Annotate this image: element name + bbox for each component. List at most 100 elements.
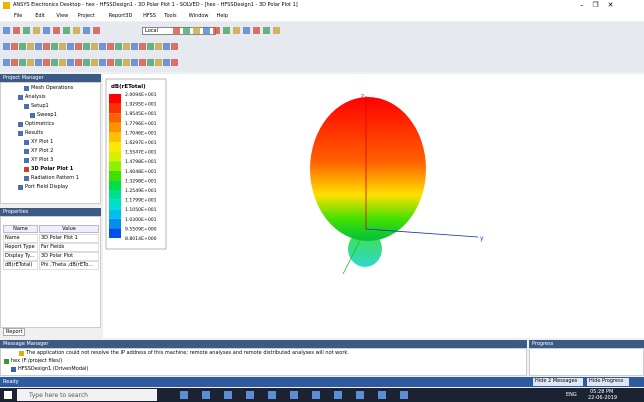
tree-item[interactable]: Analysis bbox=[25, 94, 46, 100]
search-box[interactable]: Type here to search bbox=[17, 389, 157, 401]
toolbar-button[interactable] bbox=[107, 59, 114, 66]
tree-icon bbox=[18, 122, 23, 127]
menu-item[interactable]: Edit bbox=[35, 13, 45, 19]
tree-item[interactable]: Optimetrics bbox=[25, 121, 55, 127]
toolbar-button[interactable] bbox=[19, 59, 26, 66]
toolbar-button[interactable] bbox=[75, 59, 82, 66]
toolbar-button[interactable] bbox=[75, 43, 82, 50]
toolbar-button[interactable] bbox=[27, 43, 34, 50]
toolbar-button[interactable] bbox=[83, 43, 90, 50]
toolbar-button[interactable] bbox=[3, 27, 10, 34]
tree-icon bbox=[24, 167, 29, 172]
status-button[interactable]: Hide Progress bbox=[587, 378, 629, 386]
tree-item[interactable]: Sweep1 bbox=[37, 112, 57, 118]
clock-date[interactable]: 22-06-2019 bbox=[588, 395, 618, 401]
toolbar-button[interactable] bbox=[3, 59, 10, 66]
tree-item[interactable]: XY Plot 2 bbox=[31, 148, 54, 154]
toolbar-button[interactable] bbox=[99, 59, 106, 66]
toolbar-button[interactable] bbox=[223, 27, 230, 34]
toolbar-button[interactable] bbox=[43, 59, 50, 66]
toolbar-button[interactable] bbox=[273, 27, 280, 34]
toolbar-button[interactable] bbox=[163, 59, 170, 66]
toolbar-button[interactable] bbox=[43, 27, 50, 34]
toolbar-button[interactable] bbox=[203, 27, 210, 34]
toolbar-button[interactable] bbox=[139, 59, 146, 66]
toolbar-button[interactable] bbox=[19, 43, 26, 50]
toolbar-button[interactable] bbox=[213, 27, 220, 34]
menu-item[interactable]: Window bbox=[188, 13, 209, 19]
toolbar-button[interactable] bbox=[171, 43, 178, 50]
toolbar-button[interactable] bbox=[53, 27, 60, 34]
toolbar-button[interactable] bbox=[3, 43, 10, 50]
window-controls[interactable]: – ❐ ✕ bbox=[580, 1, 614, 9]
tree-item[interactable]: Radiation Pattern 1 bbox=[31, 175, 79, 181]
toolbar-button[interactable] bbox=[91, 59, 98, 66]
tab[interactable]: Report bbox=[3, 328, 25, 336]
toolbar-button[interactable] bbox=[93, 27, 100, 34]
toolbar-button[interactable] bbox=[193, 27, 200, 34]
toolbar-button[interactable] bbox=[35, 43, 42, 50]
toolbar-button[interactable] bbox=[147, 59, 154, 66]
status-button[interactable]: Hide 2 Messages bbox=[533, 378, 583, 386]
toolbar-button[interactable] bbox=[59, 43, 66, 50]
toolbar-button[interactable] bbox=[59, 59, 66, 66]
toolbar-button[interactable] bbox=[183, 27, 190, 34]
toolbar-button[interactable] bbox=[13, 27, 20, 34]
toolbar-button[interactable] bbox=[139, 43, 146, 50]
toolbar-button[interactable] bbox=[91, 43, 98, 50]
toolbar-button[interactable] bbox=[171, 59, 178, 66]
toolbar-button[interactable] bbox=[33, 27, 40, 34]
toolbar-button[interactable] bbox=[11, 59, 18, 66]
tree-item[interactable]: Results bbox=[25, 130, 44, 136]
toolbar-button[interactable] bbox=[233, 27, 240, 34]
toolbar-button[interactable] bbox=[27, 59, 34, 66]
menu-item[interactable]: Help bbox=[216, 13, 228, 19]
taskbar-apps[interactable] bbox=[180, 391, 410, 399]
toolbar-button[interactable] bbox=[253, 27, 260, 34]
toolbar-button[interactable] bbox=[123, 59, 130, 66]
toolbar-button[interactable] bbox=[163, 43, 170, 50]
tree-item[interactable]: XY Plot 1 bbox=[31, 139, 54, 145]
toolbar-button[interactable] bbox=[155, 43, 162, 50]
menu-item[interactable]: View bbox=[56, 13, 69, 19]
menu-item[interactable]: HFSS bbox=[143, 13, 156, 19]
toolbar-button[interactable] bbox=[115, 43, 122, 50]
toolbar-button[interactable] bbox=[51, 59, 58, 66]
toolbars: Local bbox=[0, 22, 644, 72]
tree-item[interactable]: 3D Polar Plot 1 bbox=[31, 166, 74, 172]
toolbar-button[interactable] bbox=[131, 43, 138, 50]
toolbar-button[interactable] bbox=[51, 43, 58, 50]
toolbar-button[interactable] bbox=[73, 27, 80, 34]
toolbar-button[interactable] bbox=[263, 27, 270, 34]
toolbar-button[interactable] bbox=[67, 43, 74, 50]
clock-time[interactable]: 05:28 PM bbox=[590, 389, 614, 395]
toolbar-button[interactable] bbox=[173, 27, 180, 34]
toolbar-button[interactable] bbox=[23, 27, 30, 34]
toolbar-button[interactable] bbox=[107, 43, 114, 50]
menu-item[interactable]: Project bbox=[77, 13, 95, 19]
toolbar-button[interactable] bbox=[147, 43, 154, 50]
toolbar-button[interactable] bbox=[243, 27, 250, 34]
toolbar-button[interactable] bbox=[123, 43, 130, 50]
toolbar-button[interactable] bbox=[67, 59, 74, 66]
toolbar-button[interactable] bbox=[155, 59, 162, 66]
toolbar-button[interactable] bbox=[131, 59, 138, 66]
tree-item[interactable]: XY Plot 3 bbox=[31, 157, 54, 163]
menu-item[interactable]: Report3D bbox=[108, 13, 133, 19]
toolbar-button[interactable] bbox=[11, 43, 18, 50]
tree-item[interactable]: Setup1 bbox=[31, 103, 49, 109]
toolbar-button[interactable] bbox=[43, 43, 50, 50]
property-cell: Name bbox=[3, 234, 38, 243]
toolbar-button[interactable] bbox=[35, 59, 42, 66]
toolbar-button[interactable] bbox=[83, 59, 90, 66]
tree-item[interactable]: Mesh Operations bbox=[31, 85, 74, 91]
menu-item[interactable]: File bbox=[14, 13, 23, 19]
language[interactable]: ENG bbox=[566, 392, 577, 398]
toolbar-button[interactable] bbox=[99, 43, 106, 50]
menu-item[interactable]: Tools bbox=[164, 13, 177, 19]
toolbar-button[interactable] bbox=[63, 27, 70, 34]
start-button[interactable] bbox=[4, 391, 12, 399]
toolbar-button[interactable] bbox=[115, 59, 122, 66]
tree-item[interactable]: Port Field Display bbox=[25, 184, 69, 190]
toolbar-button[interactable] bbox=[83, 27, 90, 34]
